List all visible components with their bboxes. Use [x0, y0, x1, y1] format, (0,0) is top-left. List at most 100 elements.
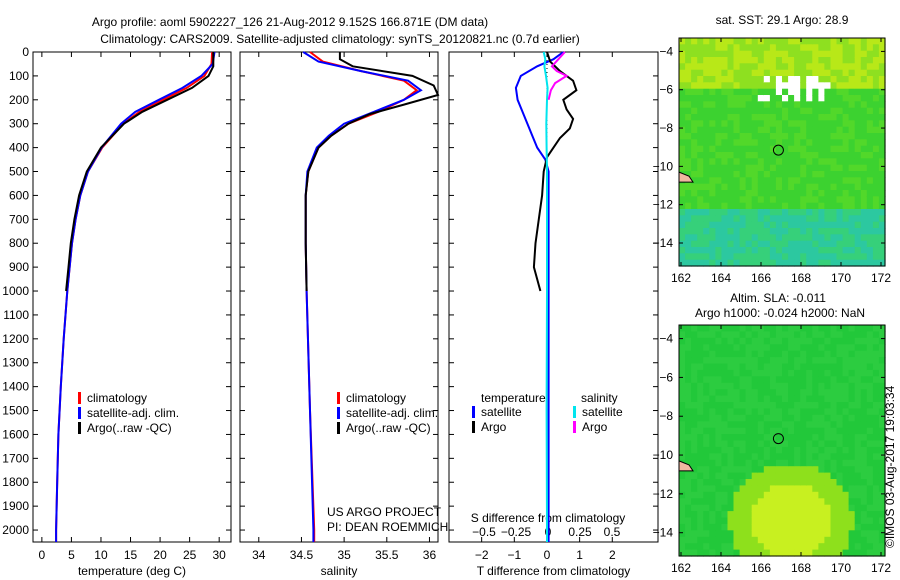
map-cell — [794, 472, 801, 480]
map-cell — [794, 536, 801, 544]
map-cell — [703, 221, 710, 229]
map-cell — [691, 337, 698, 345]
map-cell — [854, 38, 862, 45]
map-cell — [709, 253, 716, 261]
map-cell — [691, 440, 698, 448]
map-cell — [775, 57, 783, 64]
y-tick-label: 900 — [9, 260, 29, 274]
map-cell — [842, 434, 850, 442]
map-cell — [836, 88, 844, 96]
map-cell — [824, 402, 832, 409]
map-cell — [806, 126, 813, 134]
map-cell — [739, 485, 747, 493]
map-cell — [751, 446, 759, 454]
legend-swatch — [337, 392, 340, 404]
map-cell — [794, 402, 801, 409]
map-cell — [685, 498, 692, 506]
map-cell — [757, 126, 765, 134]
map-cell — [794, 209, 801, 216]
map-cell — [757, 479, 765, 486]
map-cell — [757, 183, 765, 191]
map-cell — [703, 145, 710, 153]
map-cell — [860, 133, 868, 140]
map-cell — [697, 259, 704, 267]
map-cell — [709, 369, 716, 377]
legend-swatch — [472, 421, 475, 433]
map-cell — [782, 466, 789, 474]
map-cell — [715, 517, 723, 525]
map-cell — [866, 453, 874, 461]
map-cell — [878, 331, 886, 339]
map-cell — [739, 549, 747, 557]
map-cell — [691, 50, 698, 58]
map-cell — [679, 82, 686, 90]
map-cell — [685, 164, 692, 172]
map-cell — [848, 196, 856, 204]
map-cell — [812, 421, 819, 429]
map-cell — [860, 504, 868, 512]
map-cell — [866, 114, 874, 121]
map-cell — [703, 389, 710, 397]
map-cell — [818, 114, 826, 121]
map-cell — [763, 395, 771, 403]
map-cell — [818, 446, 826, 454]
map-cell — [757, 344, 765, 352]
map-cell — [812, 498, 819, 506]
map-cell — [769, 344, 777, 352]
map-cell — [848, 498, 856, 506]
map-cell — [751, 382, 759, 390]
map-cell — [775, 234, 783, 242]
map-cell — [800, 164, 807, 172]
map-cell — [878, 234, 886, 242]
map-cell — [866, 408, 874, 416]
map-cell — [751, 498, 759, 506]
map-cell — [830, 504, 838, 512]
map-cell — [727, 363, 735, 371]
map-cell — [800, 350, 807, 358]
map-cell — [860, 44, 868, 52]
map-cell — [775, 536, 783, 544]
map-cell — [782, 253, 789, 261]
map-cell — [709, 523, 716, 531]
map-cell — [733, 253, 741, 261]
map-cell — [806, 101, 813, 109]
map-cell — [691, 369, 698, 377]
map-cell — [806, 369, 813, 377]
map-cell — [830, 240, 838, 248]
map-cell — [757, 440, 765, 448]
map-cell — [679, 221, 686, 229]
map-cell — [878, 221, 886, 229]
map-cell — [697, 536, 704, 544]
map-cell — [866, 459, 874, 467]
map-cell — [751, 350, 759, 358]
map-cell — [691, 171, 698, 178]
map-cell — [697, 337, 704, 345]
map-cell — [697, 50, 704, 58]
map-cell — [812, 190, 819, 197]
map-cell — [848, 253, 856, 261]
map-cell — [703, 395, 710, 403]
map-cell — [866, 253, 874, 261]
map-cell — [709, 44, 716, 52]
map-cell — [763, 344, 771, 352]
map-cell — [824, 76, 832, 83]
map-cell — [727, 240, 735, 248]
map-cell — [788, 440, 795, 448]
map-cell — [812, 177, 819, 185]
x-tick-label: 34.5 — [290, 548, 314, 562]
map-cell — [757, 491, 765, 499]
map-cell — [703, 382, 710, 390]
map-cell — [745, 139, 753, 147]
map-cell — [721, 479, 729, 486]
map-cell — [800, 57, 807, 64]
map-cell — [860, 440, 868, 448]
map-cell — [860, 253, 868, 261]
map-cell — [769, 427, 777, 435]
map-cell — [788, 196, 795, 204]
map-cell — [685, 325, 692, 332]
map-cell — [788, 402, 795, 409]
map-cell — [703, 536, 710, 544]
map-cell — [733, 69, 741, 77]
map-cell — [727, 44, 735, 52]
map-cell — [812, 57, 819, 64]
